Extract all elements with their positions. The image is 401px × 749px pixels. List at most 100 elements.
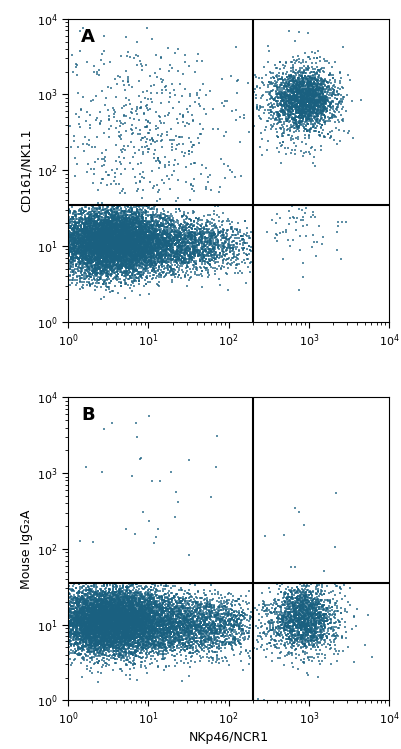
Point — [150, 215, 156, 227]
Point — [128, 250, 134, 262]
Point — [242, 237, 248, 249]
Point — [123, 607, 129, 619]
Point — [187, 605, 194, 617]
Point — [161, 601, 167, 613]
Point — [93, 254, 99, 266]
Point — [136, 231, 143, 243]
Point — [150, 269, 156, 281]
Point — [114, 234, 120, 246]
Point — [292, 55, 299, 67]
Point — [212, 634, 219, 646]
Point — [111, 607, 117, 619]
Point — [138, 596, 145, 608]
Point — [197, 220, 204, 232]
Point — [136, 246, 142, 258]
Point — [144, 667, 150, 679]
Point — [91, 616, 97, 628]
Point — [164, 171, 171, 183]
Point — [250, 616, 256, 628]
Point — [181, 621, 188, 633]
Point — [108, 613, 114, 625]
Point — [117, 242, 124, 254]
Point — [126, 221, 132, 233]
Point — [67, 635, 74, 647]
Point — [115, 240, 121, 252]
Point — [147, 605, 154, 617]
Point — [136, 221, 143, 233]
Point — [299, 110, 306, 122]
Point — [83, 621, 90, 633]
Point — [96, 217, 102, 229]
Point — [140, 266, 146, 278]
Point — [270, 623, 276, 635]
Point — [160, 231, 167, 243]
Point — [77, 607, 83, 619]
Point — [111, 622, 117, 634]
Point — [91, 231, 97, 243]
Point — [114, 645, 121, 657]
Point — [81, 612, 88, 624]
Point — [103, 251, 110, 263]
Point — [277, 95, 284, 107]
Point — [193, 628, 199, 640]
Point — [116, 236, 122, 248]
Point — [304, 106, 310, 118]
Point — [65, 235, 71, 247]
Point — [72, 233, 79, 245]
Point — [111, 601, 118, 613]
Point — [117, 622, 124, 634]
Point — [100, 233, 107, 245]
Point — [89, 215, 95, 227]
Point — [75, 253, 81, 265]
Point — [227, 223, 234, 235]
Point — [130, 615, 136, 627]
Point — [116, 607, 122, 619]
Point — [137, 615, 144, 627]
Point — [115, 233, 121, 245]
Point — [310, 104, 316, 116]
Point — [97, 611, 103, 623]
Point — [128, 247, 135, 259]
Point — [122, 626, 128, 638]
Point — [288, 616, 294, 628]
Point — [158, 236, 164, 248]
Point — [99, 225, 105, 237]
Point — [116, 243, 123, 255]
Point — [149, 608, 156, 620]
Point — [86, 592, 92, 604]
Point — [137, 601, 144, 613]
Point — [308, 94, 315, 106]
Point — [97, 616, 104, 628]
Point — [292, 634, 298, 646]
Point — [148, 607, 154, 619]
Point — [140, 628, 146, 640]
Point — [207, 607, 214, 619]
Point — [143, 612, 150, 624]
Point — [134, 625, 141, 637]
Point — [76, 237, 82, 249]
Point — [121, 216, 128, 228]
Point — [226, 659, 233, 671]
Point — [150, 629, 156, 641]
Point — [99, 248, 106, 260]
Point — [298, 106, 304, 118]
Point — [326, 115, 333, 127]
Point — [293, 100, 300, 112]
Point — [277, 56, 283, 68]
Point — [300, 93, 306, 105]
Point — [138, 607, 144, 619]
Point — [108, 601, 115, 613]
Point — [74, 235, 81, 247]
Point — [160, 634, 166, 646]
Point — [166, 255, 172, 267]
Point — [89, 607, 95, 619]
Point — [100, 618, 107, 630]
Point — [76, 642, 82, 654]
Point — [126, 216, 133, 228]
Point — [117, 239, 124, 251]
Point — [92, 637, 99, 649]
Point — [188, 608, 195, 620]
Point — [188, 615, 194, 627]
Point — [98, 607, 104, 619]
Point — [107, 613, 113, 625]
